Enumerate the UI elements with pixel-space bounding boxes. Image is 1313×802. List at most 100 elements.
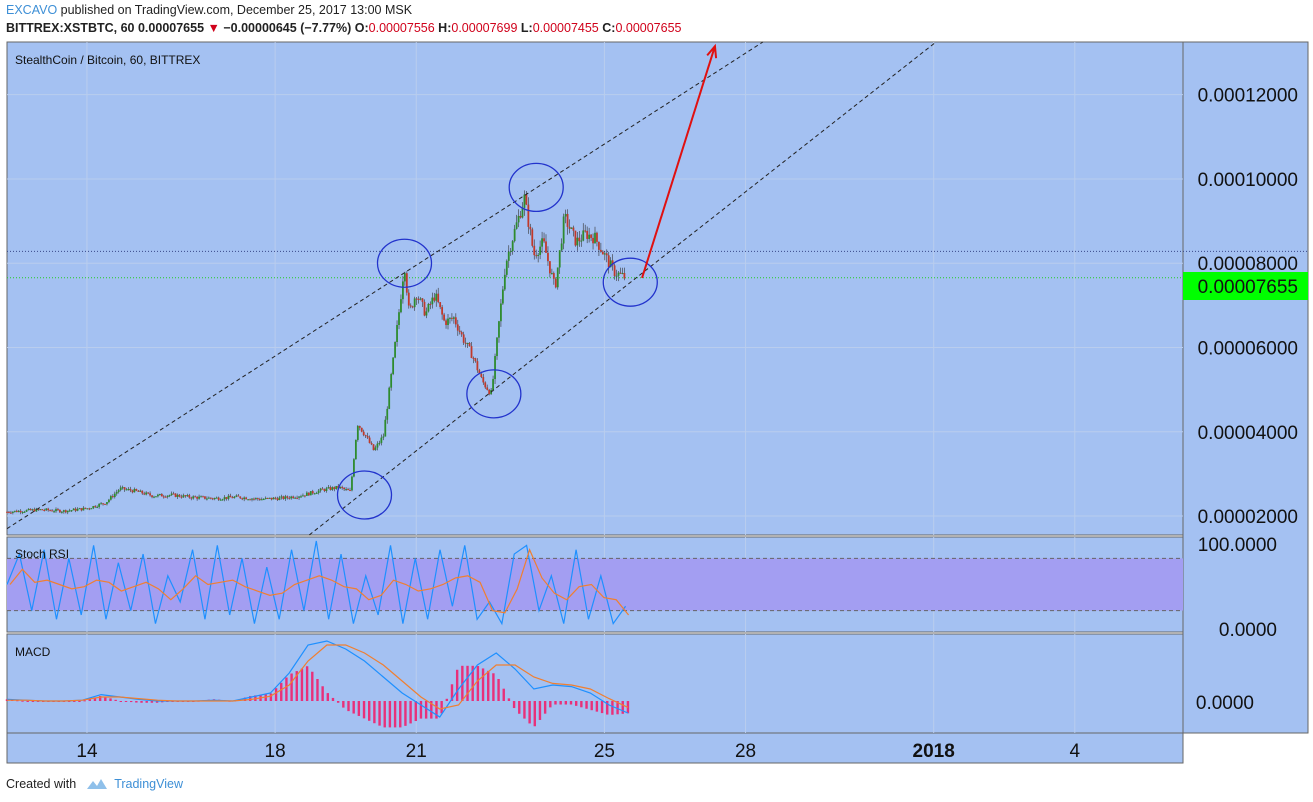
- candle-body: [486, 387, 489, 390]
- macd-line: [6, 640, 629, 718]
- candle-body: [445, 320, 447, 326]
- price-axis-bg: [1182, 41, 1309, 734]
- candle-body: [96, 506, 99, 508]
- candle-body: [302, 495, 304, 497]
- candle-body: [245, 497, 248, 500]
- candle-body: [288, 497, 291, 499]
- macd-histogram-bar: [580, 701, 583, 708]
- candle-body: [141, 490, 144, 494]
- candle-body: [151, 495, 153, 498]
- low-value: 0.00007455: [532, 21, 599, 35]
- candle-body: [582, 230, 585, 241]
- macd-histogram-bar: [311, 671, 314, 701]
- macd-histogram-bar: [549, 701, 552, 708]
- candle-body: [443, 314, 445, 321]
- candle-body: [35, 508, 38, 512]
- candle-body: [372, 444, 375, 451]
- candle-body: [258, 499, 261, 501]
- candle-body: [209, 497, 212, 499]
- candle-body: [247, 499, 249, 501]
- candle-body: [78, 508, 81, 510]
- candle-body: [607, 255, 610, 268]
- candle-body: [374, 447, 377, 451]
- candle-body: [451, 317, 453, 319]
- candle-body: [66, 510, 69, 513]
- candle-body: [145, 492, 148, 495]
- candle-body: [621, 273, 624, 275]
- macd-histogram-bar: [98, 695, 102, 701]
- candle-body: [131, 490, 134, 493]
- candle-body: [6, 511, 8, 513]
- candle-body: [562, 216, 565, 244]
- candle-body: [449, 317, 451, 319]
- candle-body: [25, 510, 28, 512]
- macd-histogram-bar: [481, 668, 485, 701]
- macd-tick-labels: 0.0000: [1196, 693, 1254, 714]
- macd-histogram-bar: [414, 701, 417, 722]
- macd-histogram-bar: [67, 701, 71, 702]
- candle-body: [588, 234, 591, 239]
- candle-body: [59, 509, 61, 513]
- candle-body: [102, 503, 104, 505]
- macd-histogram-bar: [574, 701, 578, 706]
- candle-body: [501, 289, 504, 304]
- candle-body: [184, 495, 187, 497]
- publish-info: EXCAVO published on TradingView.com, Dec…: [6, 3, 412, 17]
- candle-body: [243, 497, 246, 500]
- candle-body: [609, 260, 612, 268]
- candle-body: [513, 228, 516, 242]
- candle-body: [462, 334, 465, 343]
- macd-histogram-bar: [424, 701, 428, 719]
- candle-body: [111, 496, 114, 498]
- macd-histogram-bar: [512, 701, 516, 709]
- macd-histogram-bar: [124, 701, 128, 702]
- candle-body: [19, 510, 22, 513]
- macd-histogram-bar: [36, 701, 40, 702]
- candle-body: [552, 273, 555, 279]
- candle-body: [86, 508, 89, 510]
- candle-body: [251, 498, 253, 500]
- candle-body: [423, 301, 426, 316]
- candle-body: [147, 492, 150, 494]
- macd-histogram-bar: [347, 701, 350, 712]
- macd-histogram-bar: [119, 701, 123, 702]
- macd-histogram-bar: [21, 700, 24, 702]
- candle-body: [268, 497, 271, 499]
- macd-histogram-bar: [264, 694, 267, 701]
- published-text: published on TradingView.com, December 2…: [60, 3, 413, 17]
- candle-body: [104, 503, 106, 505]
- candle-body: [529, 226, 532, 230]
- candle-body: [31, 509, 34, 511]
- candle-body: [29, 508, 32, 511]
- macd-histogram-bar: [155, 701, 159, 703]
- candle-body: [458, 330, 461, 333]
- high-label: H:: [438, 21, 452, 35]
- candle-body: [419, 298, 422, 300]
- candle-body: [213, 498, 216, 500]
- candle-body: [431, 297, 434, 305]
- candle-body: [370, 442, 373, 445]
- candle-body: [270, 497, 273, 500]
- candle-body: [106, 502, 108, 505]
- macd-histogram-bar: [455, 669, 459, 701]
- candle-body: [70, 510, 73, 512]
- author-name[interactable]: EXCAVO: [6, 3, 58, 17]
- candle-body: [274, 497, 277, 499]
- channel-upper-line: [6, 41, 764, 530]
- candle-body: [235, 495, 238, 497]
- candle-body: [354, 439, 357, 460]
- tradingview-link[interactable]: TradingView: [114, 777, 183, 791]
- candle-body: [121, 487, 124, 489]
- candle-body: [98, 503, 101, 507]
- candle-body: [149, 493, 151, 496]
- macd-histogram-bar: [305, 666, 309, 701]
- candle-body: [129, 488, 132, 491]
- macd-histogram-bar: [321, 686, 324, 701]
- candle-body: [153, 496, 155, 498]
- candle-body: [364, 435, 367, 437]
- candle-body: [60, 511, 63, 513]
- candle-body: [619, 272, 622, 274]
- candle-body: [76, 508, 79, 511]
- candle-body: [260, 499, 263, 501]
